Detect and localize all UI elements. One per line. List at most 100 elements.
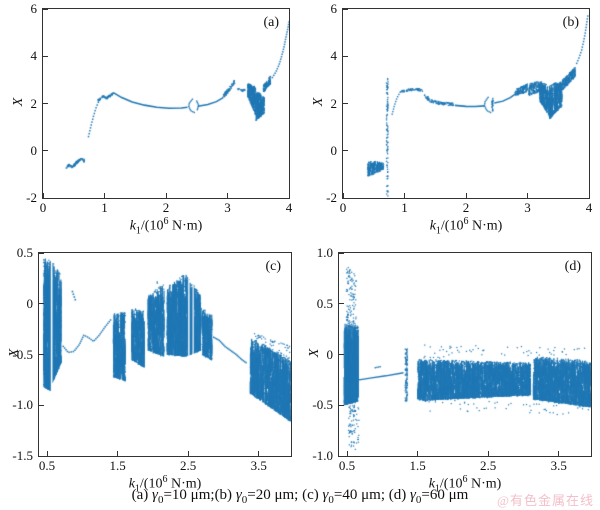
y-axis-label: X [307,348,322,357]
y-tick-label: 2 [30,95,38,111]
y-tick [339,303,344,305]
y-tick-label: 0.5 [316,295,333,311]
y-tick [339,404,344,406]
x-tick [417,451,419,456]
x-tick-label: 3 [224,200,231,215]
y-tick [43,55,48,57]
x-axis-label: k1/(106 N·m) [429,216,503,237]
caption-gamma-subscript: 0 [157,494,164,506]
y-tick-label: 0 [30,142,38,158]
y-tick [39,404,44,406]
y-tick-label: -1.0 [312,448,333,463]
figure-caption: (a) γ0=10 μm;(b) γ0=20 μm; (c) γ0=40 μm;… [0,487,600,506]
x-tick-label: 2.5 [480,458,497,473]
caption-gamma-symbol: γ [152,487,158,503]
y-tick-label: 6 [30,1,38,16]
y-tick-label: -1.0 [12,397,33,413]
x-tick-label: 2.5 [180,458,197,473]
y-tick-label: 2 [330,95,338,111]
panel-d-canvas [339,253,591,456]
caption-gamma-subscript: 0 [328,494,334,506]
caption-panel-id: (b) [214,487,236,503]
x-tick [104,193,105,198]
panel-letter: (b) [562,15,579,30]
x-tick-label: 2 [462,200,470,215]
x-tick-label: 3.5 [550,458,567,473]
caption-value: =20 μm; [247,487,303,503]
x-tick-label: 1 [401,200,408,215]
watermark: @有色金属在线 [497,493,594,508]
panel-a-canvas [43,9,289,198]
y-tick [39,455,44,457]
y-tick-label: 4 [330,48,338,64]
panel-b-plot: 0 1 2 3 4 6 4 2 0 -2 k1/(106 N·m) X (b) [311,2,592,237]
caption-gamma-subscript: 0 [241,494,248,506]
caption-value: =10 μm; [163,487,215,503]
x-tick [346,451,348,456]
x-axis-label: k1/(106 N·m) [428,474,502,495]
y-tick [339,455,344,457]
y-tick-label: -2 [326,190,337,205]
caption-value: =60 μm [421,487,469,503]
x-tick [588,193,590,198]
x-tick [227,193,228,198]
x-tick [465,193,467,198]
x-tick-label: 0 [39,200,47,215]
x-tick [46,451,48,456]
y-tick [39,354,44,355]
y-tick-label: -1.5 [12,448,33,463]
caption-gamma-symbol: γ [322,487,329,503]
x-tick-label: 0 [339,200,347,215]
caption-panel-id: (d) [388,487,410,503]
x-tick [558,451,560,456]
y-tick-label: 0 [330,142,338,158]
panel-c-plot: 0.5 1.5 2.5 3.5 0.5 0 -0.5 -1.0 -1.5 k1/(106 N·m)… [7,246,292,494]
y-axis-label: X [311,97,326,106]
x-tick-label: 3 [524,200,531,215]
x-tick-label: 3.5 [250,458,267,473]
x-tick-label: 4 [585,200,593,215]
caption-panel-id: (a) [131,487,153,503]
x-tick [342,193,344,198]
x-axis-label: k1/(106 N·m) [128,474,202,495]
y-tick [343,55,348,57]
panel-letter: (d) [564,259,581,274]
x-tick [404,193,405,198]
x-tick [42,193,44,198]
x-tick [258,451,260,456]
y-tick-label: 1.0 [316,245,333,260]
y-tick [343,197,348,199]
y-tick-label: 4 [30,48,38,64]
y-tick [339,354,344,355]
y-tick-label: 0 [26,295,34,311]
x-tick [288,193,290,198]
y-tick-label: 0 [326,346,334,362]
panel-d-plot: 0.5 1.5 2.5 3.5 1.0 0.5 0 -0.5 -1.0 k1/(106 N·m) X… [307,246,592,494]
x-tick-label: 0.5 [338,458,356,473]
panel-a-plot: 0 1 2 3 4 6 4 2 0 -2 k1/(106 N·m) X (a) [11,2,292,237]
y-tick [43,103,48,104]
caption-gamma-symbol: γ [235,487,242,503]
y-axis-label: X [11,97,26,106]
x-tick [165,193,167,198]
y-tick-label: -0.5 [312,397,333,413]
y-tick [39,303,44,305]
y-tick [43,197,48,199]
caption-gamma-subscript: 0 [415,494,422,506]
y-tick [343,150,348,152]
y-tick [339,252,344,254]
x-tick [527,193,528,198]
panel-c-canvas [39,253,291,456]
caption-value: =40 μm; [333,487,389,503]
y-tick-label: 0.5 [16,245,33,260]
x-tick-label: 1.5 [109,458,126,473]
y-tick [43,8,48,10]
y-tick [43,150,48,152]
x-tick-label: 0.5 [38,458,56,473]
x-tick-label: 1 [101,200,108,215]
y-tick [39,252,44,254]
y-tick-label: 6 [330,1,338,16]
y-axis-label: X [7,348,22,357]
x-tick [187,451,189,456]
